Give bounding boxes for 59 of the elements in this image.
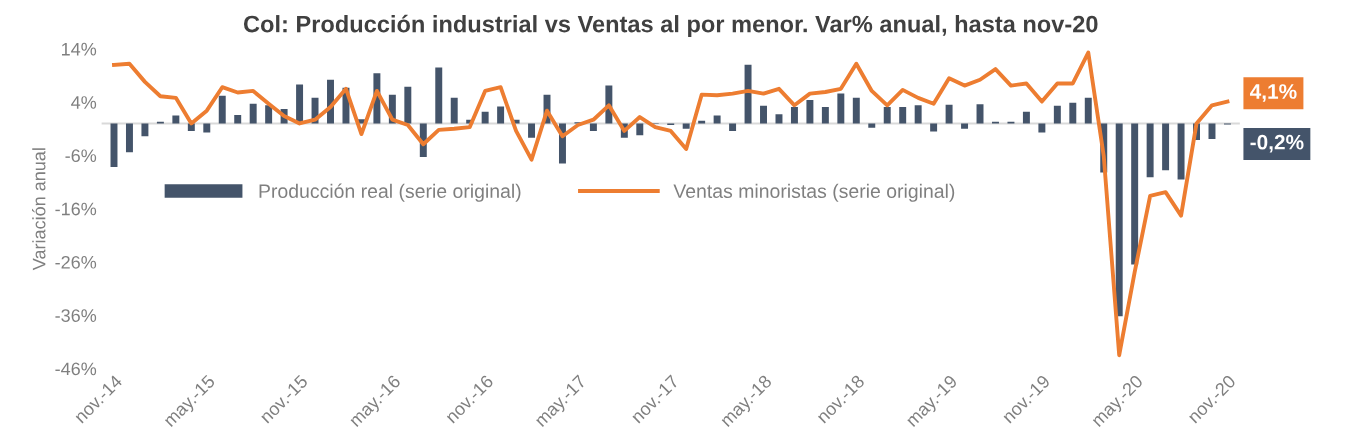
annotation: -0,2% bbox=[1250, 134, 1304, 153]
bar bbox=[1069, 102, 1077, 124]
bar bbox=[961, 123, 969, 129]
bar bbox=[1022, 111, 1030, 124]
bar bbox=[203, 123, 211, 133]
bar bbox=[1053, 105, 1061, 124]
bar bbox=[883, 106, 891, 124]
bar bbox=[760, 105, 767, 124]
bar bbox=[296, 84, 304, 124]
bar bbox=[806, 99, 814, 124]
bar bbox=[125, 123, 133, 153]
bar bbox=[1146, 123, 1154, 178]
y-tick-label: -16% bbox=[55, 202, 97, 216]
legend-label: Producción real (serie original) bbox=[259, 183, 521, 202]
bar bbox=[930, 123, 938, 132]
bar bbox=[481, 111, 489, 124]
bar bbox=[775, 114, 783, 124]
y-tick-label: -6% bbox=[65, 149, 97, 163]
y-tick-label: -36% bbox=[55, 309, 97, 322]
bar bbox=[141, 123, 149, 137]
bar bbox=[1131, 123, 1139, 265]
chart-title: Col: Producción industrial vs Ventas al por menor. Var% anual, hasta nov-20 bbox=[243, 14, 1098, 38]
bar bbox=[172, 115, 180, 124]
bar bbox=[234, 114, 242, 124]
bar bbox=[1177, 123, 1185, 180]
bar bbox=[265, 105, 273, 124]
bar bbox=[713, 115, 721, 124]
bar bbox=[404, 86, 412, 124]
bar bbox=[837, 93, 845, 124]
bar bbox=[497, 106, 505, 124]
bar bbox=[450, 97, 458, 124]
bar bbox=[1115, 123, 1123, 317]
bar bbox=[682, 123, 690, 129]
bar bbox=[868, 123, 876, 128]
bar bbox=[636, 123, 644, 136]
bar bbox=[249, 103, 257, 124]
bar bbox=[589, 123, 597, 131]
annotation: 4,1% bbox=[1249, 84, 1297, 102]
y-axis-title: Variación anual bbox=[32, 148, 46, 271]
y-tick-label: -26% bbox=[55, 255, 97, 269]
bar bbox=[1162, 123, 1170, 171]
bar bbox=[790, 106, 798, 124]
legend-label: Ventas minoristas (serie original) bbox=[673, 183, 955, 202]
bar bbox=[1084, 97, 1092, 124]
y-tick-label: 14% bbox=[62, 42, 97, 56]
bar bbox=[218, 95, 226, 124]
bar bbox=[914, 105, 922, 124]
bar bbox=[744, 64, 752, 124]
bar bbox=[1038, 123, 1046, 133]
bar bbox=[729, 123, 737, 131]
bar bbox=[821, 106, 829, 124]
bar bbox=[899, 106, 907, 124]
y-tick-label: -46% bbox=[55, 362, 97, 376]
bar bbox=[852, 97, 860, 124]
y-tick-label: 4% bbox=[71, 96, 97, 109]
bar bbox=[945, 104, 953, 124]
line-series bbox=[112, 50, 1230, 358]
bar bbox=[435, 67, 443, 124]
bar bbox=[528, 123, 536, 138]
